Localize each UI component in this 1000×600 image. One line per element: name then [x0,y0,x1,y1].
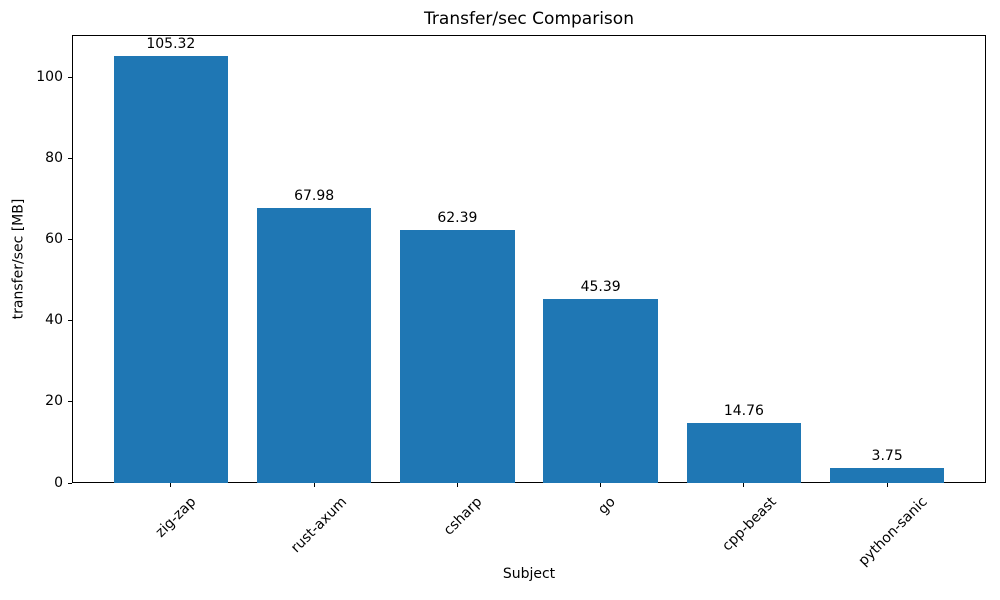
x-tick-label: zig-zap [152,494,200,541]
x-tick-mark [456,483,458,487]
y-tick-label: 100 [36,69,63,86]
x-tick-label: rust-axum [288,494,351,557]
y-tick-mark [68,320,72,322]
y-tick-mark [68,401,72,403]
chart-title: Transfer/sec Comparison [424,9,634,29]
x-axis-label: Subject [502,566,556,582]
bar-value-label: 14.76 [723,403,764,420]
y-axis-label: transfer/sec [MB] [10,198,27,320]
y-tick-mark [68,482,72,484]
y-tick-mark [68,158,72,160]
x-tick-mark [743,483,745,487]
x-tick-label: go [594,494,619,518]
bar-value-label: 67.98 [294,187,335,204]
x-tick-mark [170,483,172,487]
y-tick-label: 0 [54,474,63,491]
y-tick-mark [68,77,72,79]
y-tick-label: 60 [45,231,63,248]
bar-value-label: 105.32 [146,36,196,53]
x-tick-mark [313,483,315,487]
x-tick-label: python-sanic [855,494,931,570]
bar [400,230,515,483]
bar [543,299,658,483]
bar-value-label: 3.75 [871,447,903,464]
bar [829,467,945,483]
y-tick-mark [68,239,72,241]
bar-value-label: 45.39 [580,279,621,296]
bar-value-label: 62.39 [437,210,478,227]
x-tick-mark [600,483,602,487]
x-tick-label: cpp-beast [719,494,780,555]
y-tick-label: 20 [45,393,63,410]
bar [256,207,372,483]
bar [113,56,229,483]
x-tick-mark [886,483,888,487]
y-tick-label: 40 [45,312,63,329]
bar [686,423,802,483]
x-tick-label: csharp [440,494,486,539]
y-tick-label: 80 [45,150,63,167]
